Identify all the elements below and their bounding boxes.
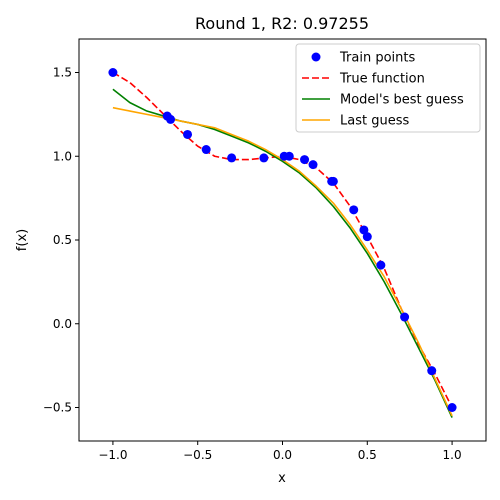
train-point	[427, 366, 437, 376]
x-tick-label: 0.5	[358, 448, 377, 462]
train-point	[108, 68, 118, 77]
x-tick-label: −1.0	[98, 448, 127, 462]
train-point	[362, 232, 372, 242]
legend-label-last-guess: Last guess	[340, 114, 409, 129]
x-axis-label: x	[278, 471, 286, 486]
x-tick-label: −0.5	[183, 448, 212, 462]
train-point	[183, 129, 193, 139]
train-point	[400, 312, 410, 322]
plot-area: −1.0 −0.5 0.0 0.5 1.0 −0.5 0.0 0.5 1.0 1.5	[43, 38, 487, 462]
y-tick-label: 1.0	[53, 149, 72, 163]
train-point	[227, 153, 237, 163]
train-point	[201, 145, 211, 155]
legend-label-true-function: True function	[339, 72, 425, 87]
legend-marker-train-points	[311, 52, 321, 62]
x-tick-label: 1.0	[443, 448, 462, 462]
chart-title: Round 1, R2: 0.97255	[195, 14, 369, 33]
series-group	[108, 68, 457, 418]
y-tick-label: 0.5	[53, 233, 72, 247]
x-tick-label: 0.0	[273, 448, 292, 462]
train-point	[166, 114, 176, 124]
legend: Train points True function Model's best gu…	[295, 43, 481, 133]
train-point	[447, 403, 457, 412]
train-point	[328, 176, 338, 186]
train-point	[308, 160, 318, 170]
train-point	[349, 205, 359, 215]
legend-label-model-s-best-guess: Model's best guess	[340, 93, 464, 108]
train-point	[300, 155, 310, 165]
legend-label-train-points: Train points	[339, 51, 415, 66]
y-tick-label: −0.5	[43, 401, 72, 415]
legend-box	[295, 43, 481, 133]
y-axis-label: f(x)	[15, 229, 30, 251]
train-point	[259, 153, 269, 163]
train-point	[359, 225, 369, 235]
y-tick-label: 1.5	[53, 66, 72, 80]
train-point	[376, 260, 386, 270]
y-tick-label: 0.0	[53, 317, 72, 331]
train-point	[284, 151, 294, 161]
